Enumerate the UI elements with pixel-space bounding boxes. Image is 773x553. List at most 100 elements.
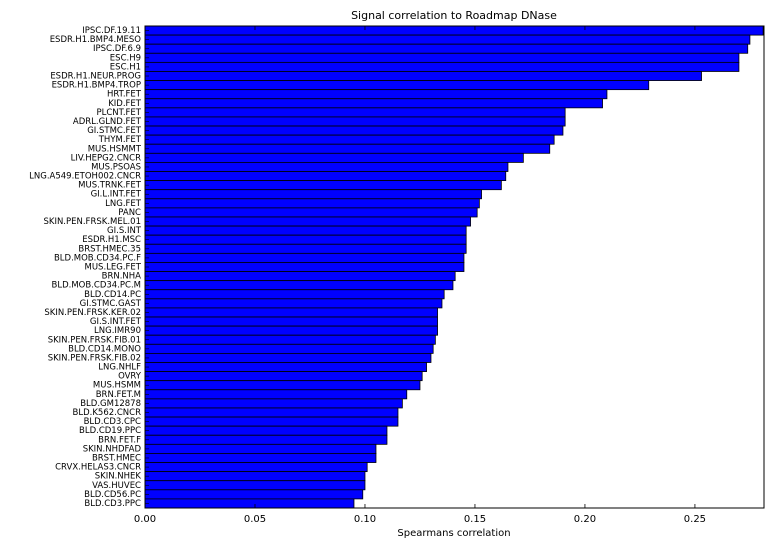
bar (144, 498, 355, 509)
bar (144, 380, 421, 391)
y-tick-label: SKIN.NHEK (95, 472, 142, 482)
y-tick-label: LNG.FET (105, 199, 142, 209)
bar (144, 462, 368, 473)
y-tick-label: BLD.GM12878 (80, 399, 141, 409)
y-tick-label: BLD.CD3.PPC (84, 499, 141, 509)
y-tick-label: SKIN.PEN.FRSK.FIB.01 (48, 335, 141, 345)
y-tick-label: SKIN.NHDFAD (83, 444, 142, 454)
bar (144, 316, 438, 327)
bar (144, 362, 427, 372)
bar (144, 61, 740, 72)
bar (144, 416, 399, 427)
bar (144, 443, 377, 454)
bar (144, 489, 364, 500)
y-tick-label: MUS.HSMM (93, 381, 141, 391)
bar (144, 425, 388, 436)
y-tick-label: MUS.TRNK.FET (78, 181, 142, 191)
bar (144, 334, 436, 345)
x-tick-label: 0.20 (574, 514, 596, 525)
y-tick-label: ADRL.GLND.FET (73, 117, 142, 127)
bar (144, 134, 555, 145)
bar (144, 107, 566, 118)
bar (144, 243, 467, 254)
bar (144, 207, 478, 218)
bar (144, 471, 366, 482)
plot-frame (144, 25, 765, 509)
bar (144, 43, 749, 54)
bar (144, 80, 650, 91)
y-tick-label: SKIN.PEN.FRSK.KER.02 (44, 308, 141, 318)
bar (144, 307, 438, 318)
bar (144, 189, 482, 200)
y-tick-label: BLD.CD14.MONO (68, 344, 141, 354)
y-tick-label: BLD.CD3.CPC (84, 417, 141, 427)
bar (144, 225, 467, 236)
bar (144, 162, 509, 172)
bar (144, 98, 603, 109)
bar (144, 125, 564, 136)
bar (144, 271, 456, 282)
bar (144, 143, 551, 154)
x-tick-label: 0.25 (684, 514, 706, 525)
bar (144, 289, 445, 300)
bar (144, 352, 432, 363)
y-tick-label: BLD.CD14.PC (84, 290, 141, 300)
bar (144, 371, 423, 382)
bar (144, 71, 702, 81)
bar (144, 171, 507, 182)
y-tick-label: BLD.MOB.CD34.PC.M (52, 281, 141, 291)
y-tick-label: BRST.HMEC (92, 453, 141, 463)
y-tick-label: SKIN.PEN.FRSK.MEL.01 (43, 217, 141, 227)
y-tick-label: LIV.HEPG2.CNCR (71, 153, 141, 163)
y-tick-label: BLD.MOB.CD34.PC.F (54, 253, 141, 263)
y-tick-label: THYM.FET (98, 135, 142, 145)
y-tick-label: BRN.FET.M (96, 390, 141, 400)
y-tick-label: HRT.FET (107, 90, 142, 100)
y-tick-label: PLCNT.FET (97, 108, 142, 118)
bar (144, 407, 399, 418)
y-tick-label: GI.STMC.FET (87, 126, 142, 136)
y-tick-label: ESDR.H1.NEUR.PROG (50, 72, 141, 82)
bar (144, 298, 443, 309)
bar (144, 25, 764, 36)
y-tick-label: VAS.HUVEC (92, 481, 141, 491)
bar (144, 480, 366, 491)
y-tick-label: BRST.HMEC.35 (78, 244, 141, 254)
bar (144, 216, 471, 227)
y-tick-label: OVRY (118, 372, 142, 382)
y-tick-label: CRVX.HELAS3.CNCR (55, 463, 141, 473)
bar (144, 434, 388, 445)
y-tick-label: MUS.HSMMT (88, 144, 142, 154)
y-tick-label: ESDR.H1.BMP4.MESO (50, 35, 142, 45)
y-tick-label: LNG.NHLF (98, 363, 141, 373)
x-axis-label: Spearmans correlation (397, 528, 510, 539)
y-tick-label: BRN.FET.F (98, 435, 141, 445)
x-tick-label: 0.05 (244, 514, 266, 525)
y-tick-label: LNG.IMR90 (94, 326, 141, 336)
bar (144, 453, 377, 463)
y-tick-label: ESDR.H1.MSC (82, 235, 141, 245)
y-tick-label: GI.S.INT (107, 226, 142, 236)
y-tick-label: ESC.H1 (110, 62, 141, 72)
y-tick-label: IPSC.DF.6.9 (93, 44, 141, 54)
y-tick-label: BRN.NHA (102, 272, 142, 282)
bar (144, 398, 403, 409)
bar (144, 198, 480, 209)
y-tick-label: GI.S.INT.FET (90, 317, 142, 327)
bar (144, 280, 454, 291)
bar (144, 262, 465, 272)
y-tick-label: SKIN.PEN.FRSK.FIB.02 (48, 353, 141, 363)
y-tick-label: BLD.K562.CNCR (73, 408, 142, 418)
bar (144, 343, 434, 354)
y-tick-label: MUS.PSOAS (91, 162, 141, 172)
y-tick-label: IPSC.DF.19.11 (82, 26, 141, 36)
bar (144, 116, 566, 127)
chart-title: Signal correlation to Roadmap DNase (351, 9, 557, 22)
y-tick-label: ESC.H9 (110, 53, 141, 63)
bar (144, 234, 467, 245)
y-tick-label: KID.FET (108, 99, 142, 109)
bar (144, 34, 751, 45)
y-tick-label: MUS.LEG.FET (85, 263, 142, 273)
bar (144, 389, 408, 400)
